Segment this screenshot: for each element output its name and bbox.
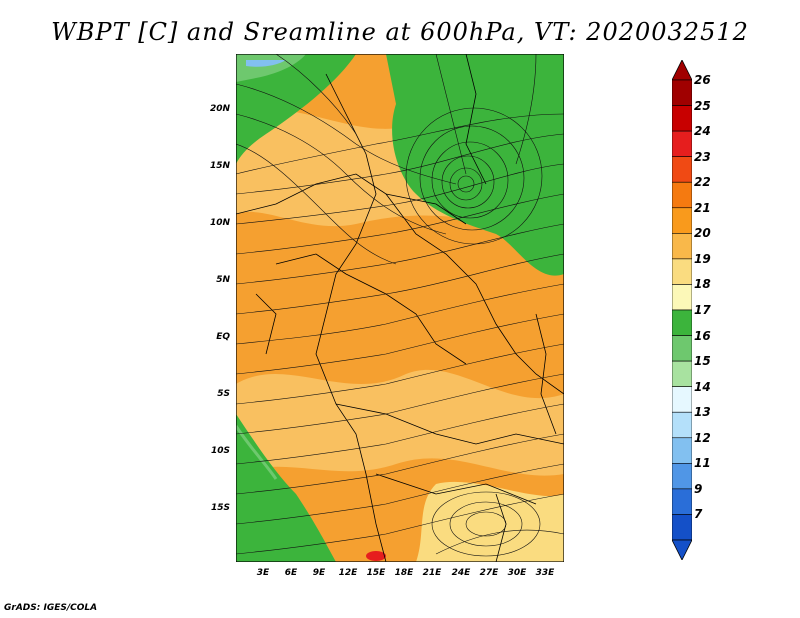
colorbar-swatch	[672, 181, 692, 209]
colorbar-swatch	[672, 514, 692, 541]
colorbar-label: 23	[694, 149, 711, 164]
lon-label-12e: 12E	[338, 568, 358, 578]
colorbar-swatch	[672, 233, 692, 260]
colorbar-label: 18	[694, 277, 711, 292]
colorbar-label: 21	[694, 200, 711, 215]
colorbar-label: 20	[694, 226, 711, 241]
colorbar-swatch	[672, 360, 692, 387]
colorbar-swatch	[672, 411, 692, 439]
lat-label-10n: 10N	[209, 218, 230, 228]
colorbar-label: 12	[694, 430, 711, 445]
lat-label-5s: 5S	[217, 389, 230, 399]
colorbar-label: 17	[694, 303, 711, 317]
colorbar-swatch	[672, 386, 692, 413]
colorbar-swatch	[672, 335, 692, 362]
grads-credit: GrADS: IGES/COLA	[4, 603, 98, 613]
colorbar	[672, 60, 692, 560]
lat-label-15s: 15S	[210, 503, 230, 513]
colorbar-swatch	[672, 130, 692, 157]
lon-label-24e: 24E	[451, 568, 471, 578]
colorbar-label: 13	[694, 405, 711, 420]
colorbar-label: 15	[694, 354, 711, 369]
colorbar-label: 19	[694, 251, 711, 266]
colorbar-swatch	[672, 284, 692, 311]
colorbar-swatch	[672, 437, 692, 464]
colorbar-swatch	[672, 156, 692, 183]
colorbar-swatch	[672, 207, 692, 234]
colorbar-label: 7	[694, 507, 703, 522]
colorbar-label: 24	[694, 124, 711, 139]
colorbar-arrow-top	[672, 60, 692, 81]
lat-label-eq: EQ	[216, 332, 230, 342]
lat-label-15n: 15N	[209, 161, 230, 171]
colorbar-swatch	[672, 258, 692, 285]
lon-label-27e: 27E	[479, 568, 499, 578]
lat-label-20n: 20N	[209, 104, 230, 114]
colorbar-swatch	[672, 105, 692, 132]
lon-label-9e: 9E	[312, 568, 326, 578]
lon-label-18e: 18E	[394, 568, 414, 578]
lon-label-21e: 21E	[422, 568, 442, 578]
colorbar-label: 25	[694, 98, 711, 113]
colorbar-label: 14	[694, 379, 711, 394]
lat-label-5n: 5N	[216, 275, 230, 285]
colorbar-swatch	[672, 79, 692, 106]
colorbar-label: 22	[694, 175, 711, 190]
lon-label-6e: 6E	[284, 568, 298, 578]
lon-label-3e: 3E	[256, 568, 270, 578]
colorbar-label: 11	[694, 456, 711, 471]
wbpt-streamline-map	[236, 54, 564, 562]
colorbar-swatch	[672, 488, 692, 515]
lon-label-30e: 30E	[507, 568, 527, 578]
colorbar-swatch	[672, 463, 692, 490]
lat-label-10s: 10S	[210, 446, 230, 456]
colorbar-arrow-bottom	[672, 539, 692, 560]
colorbar-label: 26	[694, 73, 711, 87]
colorbar-swatch	[672, 309, 692, 336]
page-title: WBPT [C] and Sreamline at 600hPa, VT: 20…	[51, 18, 749, 46]
lon-label-15e: 15E	[366, 568, 386, 578]
lon-label-33e: 33E	[535, 568, 555, 578]
colorbar-label: 16	[694, 328, 711, 343]
colorbar-label: 9	[694, 481, 703, 496]
